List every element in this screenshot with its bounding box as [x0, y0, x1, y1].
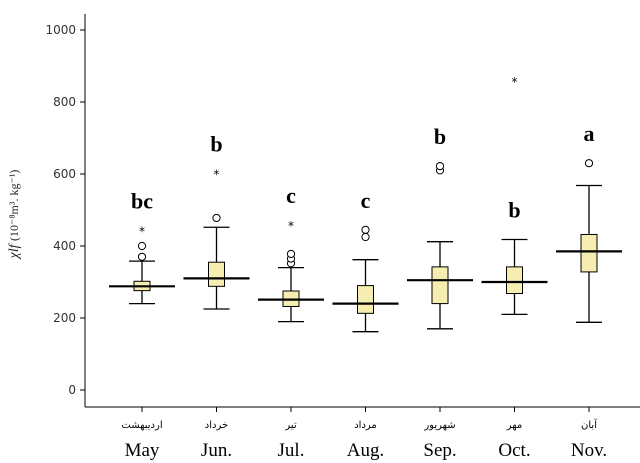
category-label-fa-3: مرداد — [354, 420, 377, 431]
y-tick-label-0: 0 — [68, 383, 76, 397]
category-label-5: Oct. — [498, 440, 530, 461]
iqr-box — [506, 266, 523, 295]
x-axis: اردیبهشت May خرداد Jun. تیر Jul. مرداد Aug. شهری… — [85, 406, 640, 461]
y-tick-label-4: 800 — [53, 95, 76, 109]
category-label-3: Aug. — [347, 440, 384, 461]
outlier-point-1 — [435, 161, 445, 171]
outlier-point-0 — [212, 213, 221, 223]
box-group-jun: *b — [183, 131, 250, 310]
category-label-fa-2: تیر — [284, 420, 297, 431]
y-axis-label: χlf (10⁻⁸m³. kg⁻¹) — [7, 170, 22, 261]
category-label-fa-0: اردیبهشت — [121, 420, 162, 431]
iqr-box — [208, 261, 225, 287]
extreme-point-0: * — [288, 219, 294, 233]
y-tick-label-1: 200 — [53, 311, 76, 325]
box-group-may: * bc — [109, 189, 175, 305]
outlier-point-1 — [361, 225, 370, 234]
iqr-box — [357, 285, 374, 314]
extreme-point-0: * — [214, 167, 220, 181]
y-axis-label-main: χlf — [7, 242, 22, 260]
iqr-box — [431, 266, 449, 305]
category-label-0: May — [125, 440, 160, 461]
y-tick-label-3: 600 — [53, 167, 76, 181]
category-label-fa-4: شهریور — [423, 420, 455, 431]
significance-letter: c — [361, 188, 371, 213]
box-group-jul: *c — [258, 183, 324, 323]
y-tick-label-5: 1000 — [45, 23, 76, 37]
y-tick-label-2: 400 — [53, 239, 76, 253]
box-group-sep: b — [407, 124, 473, 330]
outlier-point-1 — [137, 241, 147, 251]
extreme-point-0: * — [139, 225, 145, 239]
extreme-point-0: * — [512, 75, 518, 89]
significance-letter: b — [508, 198, 520, 223]
box-group-aug: c — [332, 188, 399, 333]
significance-letter: a — [584, 121, 595, 146]
significance-letter: b — [210, 131, 222, 156]
category-label-fa-1: خرداد — [205, 420, 228, 431]
y-axis-label-unit: (10⁻⁸m³. kg⁻¹) — [7, 170, 21, 241]
outlier-point-0 — [584, 159, 594, 168]
category-label-1: Jun. — [201, 440, 232, 461]
category-label-2: Jul. — [278, 440, 305, 461]
category-label-fa-5: مهر — [506, 420, 522, 431]
significance-letter: c — [286, 183, 296, 208]
box-series: *bc*b*c cb*ba — [109, 75, 622, 333]
box-group-nov: a — [556, 121, 622, 323]
significance-letter: bc — [131, 189, 153, 214]
outlier-point-0 — [137, 252, 147, 261]
significance-letter: b — [434, 124, 446, 149]
outlier-point-0 — [361, 232, 370, 242]
category-label-6: Nov. — [571, 440, 607, 461]
box-group-oct: *b — [481, 75, 548, 316]
category-label-4: Sep. — [423, 440, 456, 461]
category-label-fa-6: آبان — [581, 418, 598, 431]
iqr-box — [580, 233, 598, 273]
y-axis: 0 200 400 600 800 1000 — [45, 14, 86, 407]
outlier-point-2 — [286, 249, 296, 259]
